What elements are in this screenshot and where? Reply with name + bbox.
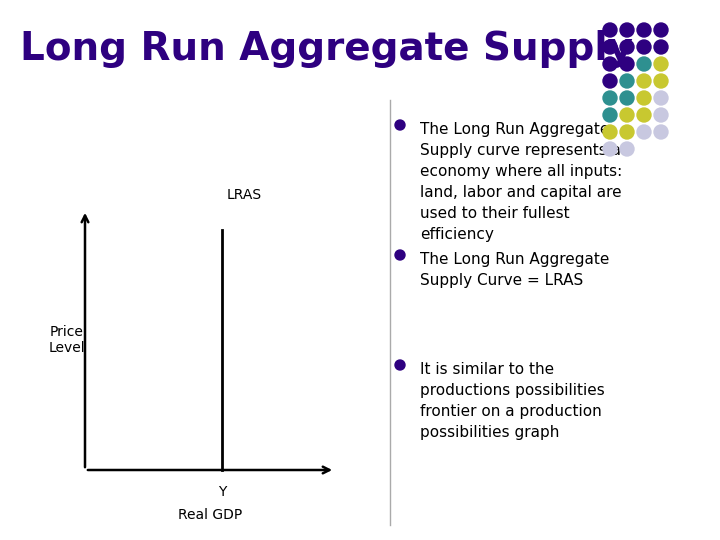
Circle shape xyxy=(654,23,668,37)
Text: Y: Y xyxy=(218,485,226,499)
Circle shape xyxy=(637,40,651,54)
Circle shape xyxy=(603,108,617,122)
Text: The Long Run Aggregate
Supply Curve = LRAS: The Long Run Aggregate Supply Curve = LR… xyxy=(420,252,609,288)
Circle shape xyxy=(654,74,668,88)
Circle shape xyxy=(637,91,651,105)
Circle shape xyxy=(637,57,651,71)
Circle shape xyxy=(637,23,651,37)
Circle shape xyxy=(637,74,651,88)
Circle shape xyxy=(654,40,668,54)
Circle shape xyxy=(603,40,617,54)
Text: The Long Run Aggregate
Supply curve represents an
economy where all inputs:
land: The Long Run Aggregate Supply curve repr… xyxy=(420,122,631,242)
Circle shape xyxy=(654,125,668,139)
Circle shape xyxy=(620,74,634,88)
Circle shape xyxy=(603,125,617,139)
Text: LRAS: LRAS xyxy=(227,188,262,202)
Circle shape xyxy=(603,142,617,156)
Circle shape xyxy=(637,125,651,139)
Circle shape xyxy=(637,108,651,122)
Circle shape xyxy=(603,57,617,71)
Circle shape xyxy=(620,23,634,37)
Circle shape xyxy=(654,108,668,122)
Text: Price
Level: Price Level xyxy=(49,325,85,355)
Circle shape xyxy=(620,40,634,54)
Circle shape xyxy=(395,360,405,370)
Circle shape xyxy=(654,91,668,105)
Circle shape xyxy=(620,91,634,105)
Circle shape xyxy=(603,23,617,37)
Circle shape xyxy=(603,74,617,88)
Circle shape xyxy=(620,108,634,122)
Circle shape xyxy=(395,250,405,260)
Circle shape xyxy=(603,91,617,105)
Circle shape xyxy=(654,57,668,71)
Circle shape xyxy=(620,142,634,156)
Circle shape xyxy=(395,120,405,130)
Text: Real GDP: Real GDP xyxy=(178,508,242,522)
Circle shape xyxy=(620,57,634,71)
Text: Long Run Aggregate Supply: Long Run Aggregate Supply xyxy=(20,30,633,68)
Circle shape xyxy=(620,125,634,139)
Text: It is similar to the
productions possibilities
frontier on a production
possibil: It is similar to the productions possibi… xyxy=(420,362,605,440)
